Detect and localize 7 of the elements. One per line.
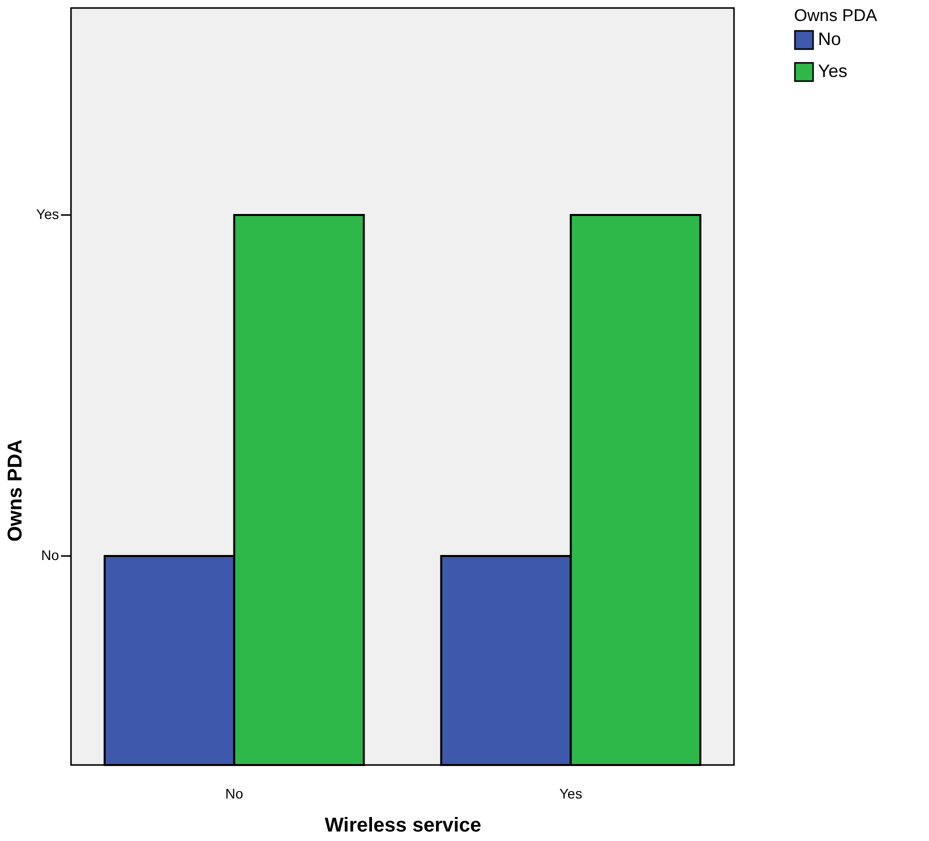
legend-title: Owns PDA [794,6,878,25]
x-axis-title: Wireless service [324,814,482,836]
text: No [41,547,60,563]
y-axis-title: Owns PDA [4,439,26,542]
legend-label: No [818,29,842,49]
legend-label: Yes [818,61,848,81]
text: Yes [36,206,59,222]
